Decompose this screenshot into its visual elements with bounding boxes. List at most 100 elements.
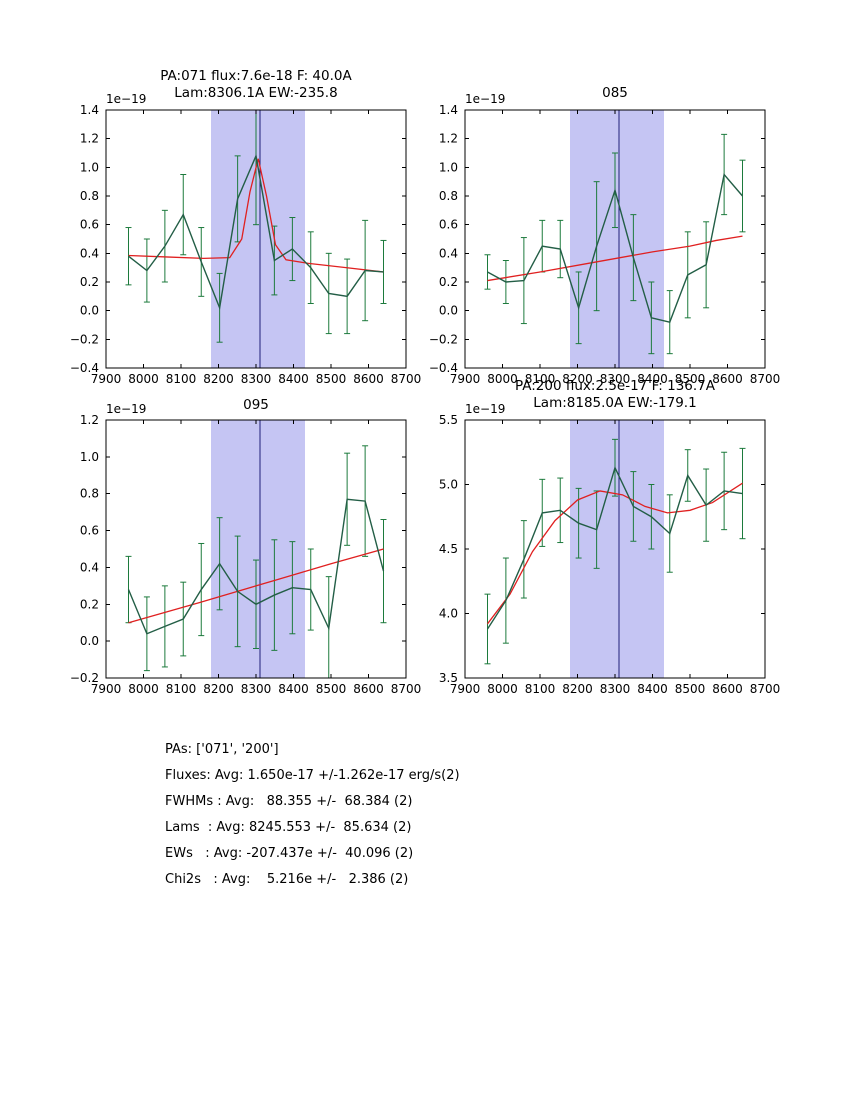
subplot-pa200: 7900 8000 8100 8200 8300 8400 8500 8600 8700 3.5 4… xyxy=(439,402,780,696)
y-tick-label: −0.2 xyxy=(429,332,458,346)
stats-pas: PAs: ['071', '200'] xyxy=(165,742,279,757)
x-tick-label: 7900 xyxy=(91,372,122,386)
x-tick-label: 8300 xyxy=(241,372,272,386)
y-tick-label: 1.0 xyxy=(80,450,99,464)
y-tick-label: −0.4 xyxy=(429,361,458,375)
y-tick-label: 3.5 xyxy=(439,671,458,685)
subplot-pa085: 7900 8000 8100 8200 8300 8400 8500 8600 8700 −0.4… xyxy=(429,92,780,386)
x-tick-label: 8000 xyxy=(487,372,518,386)
x-tick-label: 8600 xyxy=(353,682,384,696)
x-tick-label: 8500 xyxy=(675,372,706,386)
x-tick-label: 8500 xyxy=(316,372,347,386)
x-tick-label: 8000 xyxy=(487,682,518,696)
y-tick-label: 1.4 xyxy=(80,103,99,117)
x-tick-label: 8700 xyxy=(750,682,781,696)
y-tick-label: 0.2 xyxy=(439,275,458,289)
offset-label: 1e−19 xyxy=(106,402,146,416)
data-line xyxy=(128,153,384,311)
stats-ews: EWs : Avg: -207.437e +/- 40.096 (2) xyxy=(165,846,414,861)
y-tick-label: 1.2 xyxy=(439,132,458,146)
y-tick-label: −0.4 xyxy=(70,361,99,375)
stats-fwhms: FWHMs : Avg: 88.355 +/- 68.384 (2) xyxy=(165,794,413,809)
x-tick-label: 8400 xyxy=(278,682,309,696)
y-tick-label: 0.6 xyxy=(80,218,99,232)
data-line xyxy=(487,172,744,323)
data-line xyxy=(486,465,743,630)
x-tick-label: 7900 xyxy=(450,372,481,386)
subplot-title-pa095: 095 xyxy=(106,397,406,414)
x-tick-label: 8700 xyxy=(750,372,781,386)
x-tick-label: 8400 xyxy=(637,372,668,386)
highlight-band xyxy=(570,420,664,678)
highlight-band xyxy=(211,110,305,368)
offset-label: 1e−19 xyxy=(465,402,505,416)
subplot-pa071: 7900 8000 8100 8200 8300 8400 8500 8600 8700 −0.4… xyxy=(70,92,422,386)
x-tick-label: 8300 xyxy=(600,682,631,696)
x-tick-label: 8100 xyxy=(166,372,197,386)
y-tick-label: 0.4 xyxy=(80,246,99,260)
title-line: PA:200 flux:2.5e-17 F: 136.7A xyxy=(514,378,716,394)
x-tick-label: 8300 xyxy=(241,682,272,696)
x-tick-label: 8700 xyxy=(391,682,422,696)
x-tick-label: 7900 xyxy=(450,682,481,696)
stats-chi2s: Chi2s : Avg: 5.216e +/- 2.386 (2) xyxy=(165,872,409,887)
x-tick-label: 8400 xyxy=(637,682,668,696)
subplot-title-pa200: PA:200 flux:2.5e-17 F: 136.7A Lam:8185.0… xyxy=(465,378,765,412)
x-tick-label: 8600 xyxy=(353,372,384,386)
fit-line xyxy=(128,158,384,273)
y-tick-label: 4.5 xyxy=(439,542,458,556)
x-tick-label: 8200 xyxy=(203,682,234,696)
x-tick-label: 8600 xyxy=(712,682,743,696)
x-tick-label: 8600 xyxy=(712,372,743,386)
y-tick-label: 1.2 xyxy=(80,132,99,146)
title-line: Lam:8185.0A EW:-179.1 xyxy=(533,395,697,411)
x-tick-label: 8200 xyxy=(203,372,234,386)
x-tick-label: 8100 xyxy=(166,682,197,696)
y-tick-label: 4.0 xyxy=(439,607,458,621)
y-tick-label: 5.5 xyxy=(439,413,458,427)
subplot-title-pa085: 085 xyxy=(465,85,765,102)
data-line xyxy=(127,498,385,635)
stats-fluxes: Fluxes: Avg: 1.650e-17 +/-1.262e-17 erg/… xyxy=(165,768,460,783)
y-tick-label: 0.2 xyxy=(80,597,99,611)
x-tick-label: 8400 xyxy=(278,372,309,386)
y-tick-label: 0.8 xyxy=(80,189,99,203)
y-tick-label: 0.0 xyxy=(80,634,99,648)
y-tick-label: 0.6 xyxy=(439,218,458,232)
y-tick-label: 0.8 xyxy=(80,487,99,501)
y-tick-label: 1.0 xyxy=(80,160,99,174)
stats-lams: Lams : Avg: 8245.553 +/- 85.634 (2) xyxy=(165,820,412,835)
y-tick-label: 0.6 xyxy=(80,524,99,538)
offset-label: 1e−19 xyxy=(465,92,505,106)
y-tick-label: −0.2 xyxy=(70,332,99,346)
y-tick-label: 0.4 xyxy=(439,246,458,260)
highlight-band xyxy=(570,110,664,368)
y-tick-label: 0.0 xyxy=(439,304,458,318)
title-line: PA:071 flux:7.6e-18 F: 40.0A xyxy=(160,68,352,84)
y-tick-label: 1.0 xyxy=(439,160,458,174)
x-tick-label: 8300 xyxy=(600,372,631,386)
x-tick-label: 8200 xyxy=(562,372,593,386)
fit-line xyxy=(487,235,743,282)
x-tick-label: 8100 xyxy=(525,682,556,696)
subplot-pa095: 7900 8000 8100 8200 8300 8400 8500 8600 8700 −0.2… xyxy=(70,402,421,696)
x-tick-label: 8500 xyxy=(316,682,347,696)
x-tick-label: 8000 xyxy=(128,682,159,696)
x-tick-label: 8200 xyxy=(562,682,593,696)
title-line: 085 xyxy=(602,85,628,101)
y-tick-label: 1.4 xyxy=(439,103,458,117)
y-tick-label: −0.2 xyxy=(70,671,99,685)
fit-line xyxy=(486,482,743,625)
x-tick-label: 8500 xyxy=(675,682,706,696)
y-tick-label: 5.0 xyxy=(439,478,458,492)
offset-label: 1e−19 xyxy=(106,92,146,106)
title-line: Lam:8306.1A EW:-235.8 xyxy=(174,85,338,101)
x-tick-label: 8100 xyxy=(525,372,556,386)
y-tick-label: 0.8 xyxy=(439,189,458,203)
stats-block: PAs: ['071', '200'] Fluxes: Avg: 1.650e-… xyxy=(165,737,460,893)
title-line: 095 xyxy=(243,397,269,413)
x-tick-label: 8700 xyxy=(391,372,422,386)
y-tick-label: 0.2 xyxy=(80,275,99,289)
highlight-band xyxy=(211,420,305,678)
y-tick-label: 1.2 xyxy=(80,413,99,427)
